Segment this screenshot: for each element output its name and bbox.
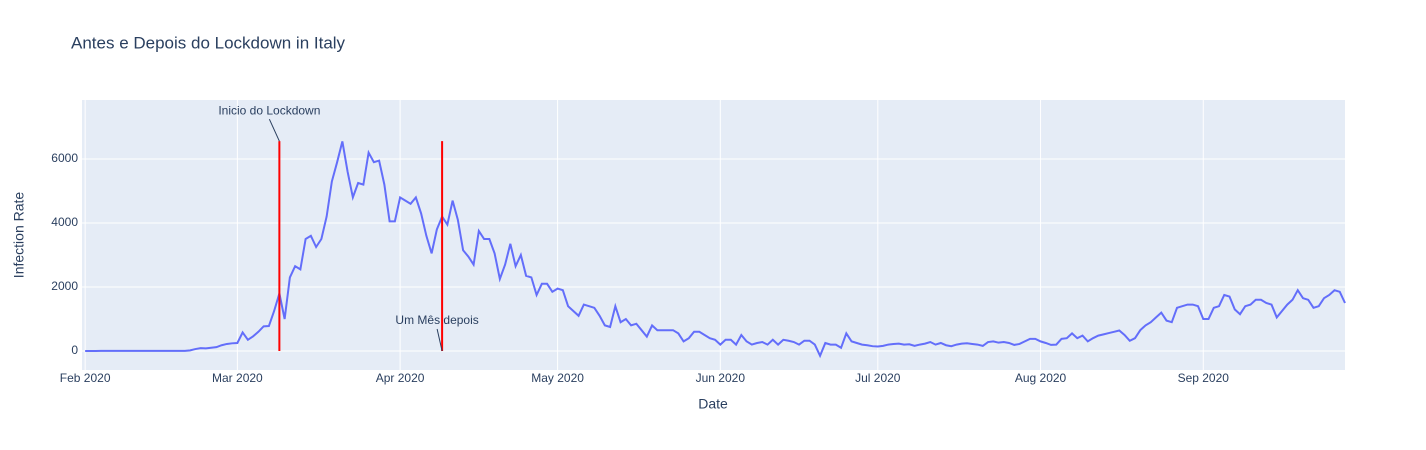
y-tick-label: 4000 xyxy=(51,215,78,229)
x-tick-label: Apr 2020 xyxy=(376,371,425,385)
annotation: Um Mês depois xyxy=(395,313,478,327)
plot-background xyxy=(82,100,1345,370)
x-tick-label: Aug 2020 xyxy=(1015,371,1067,385)
x-tick-label: May 2020 xyxy=(531,371,584,385)
x-tick-label: Jun 2020 xyxy=(696,371,746,385)
x-tick-label: Sep 2020 xyxy=(1178,371,1230,385)
annotation: Inicio do Lockdown xyxy=(218,103,320,117)
y-tick-label: 0 xyxy=(71,343,78,357)
x-tick-label: Feb 2020 xyxy=(60,371,111,385)
chart-title: Antes e Depois do Lockdown in Italy xyxy=(71,33,346,52)
x-tick-label: Jul 2020 xyxy=(855,371,901,385)
y-axis-title: Infection Rate xyxy=(11,192,27,279)
grid xyxy=(82,100,1345,370)
x-axis-title: Date xyxy=(698,396,728,412)
y-tick-label: 2000 xyxy=(51,279,78,293)
annotation-arrow xyxy=(268,118,280,142)
x-tick-label: Mar 2020 xyxy=(212,371,263,385)
data-line xyxy=(85,141,1346,359)
annotation-arrow xyxy=(436,328,443,352)
y-tick-label: 6000 xyxy=(51,151,78,165)
marks xyxy=(85,141,1346,359)
